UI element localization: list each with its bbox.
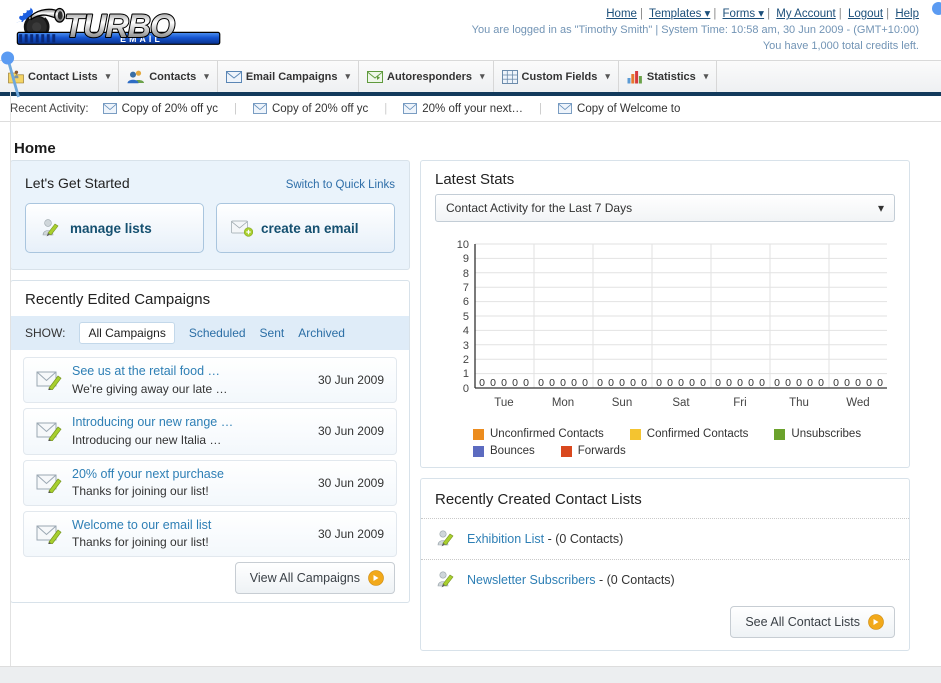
svg-text:0: 0 bbox=[560, 377, 566, 389]
svg-text:Mon: Mon bbox=[552, 397, 574, 409]
svg-text:0: 0 bbox=[759, 377, 765, 389]
svg-text:0: 0 bbox=[538, 377, 544, 389]
svg-text:Sun: Sun bbox=[612, 397, 632, 409]
svg-text:0: 0 bbox=[877, 377, 883, 389]
svg-text:10: 10 bbox=[457, 239, 469, 251]
svg-text:0: 0 bbox=[667, 377, 673, 389]
svg-text:0: 0 bbox=[748, 377, 754, 389]
svg-text:0: 0 bbox=[608, 377, 614, 389]
svg-text:7: 7 bbox=[463, 282, 469, 294]
svg-text:0: 0 bbox=[866, 377, 872, 389]
svg-text:0: 0 bbox=[597, 377, 603, 389]
svg-text:0: 0 bbox=[463, 383, 469, 395]
svg-text:Fri: Fri bbox=[733, 397, 746, 409]
svg-text:1: 1 bbox=[463, 368, 469, 380]
svg-text:0: 0 bbox=[844, 377, 850, 389]
svg-text:4: 4 bbox=[463, 325, 469, 337]
svg-text:0: 0 bbox=[549, 377, 555, 389]
svg-text:0: 0 bbox=[571, 377, 577, 389]
svg-text:0: 0 bbox=[855, 377, 861, 389]
svg-text:TURBO: TURBO bbox=[64, 8, 175, 44]
svg-text:0: 0 bbox=[785, 377, 791, 389]
svg-text:8: 8 bbox=[463, 268, 469, 280]
svg-text:2: 2 bbox=[463, 354, 469, 366]
svg-text:Wed: Wed bbox=[846, 397, 869, 409]
svg-text:6: 6 bbox=[463, 296, 469, 308]
svg-text:0: 0 bbox=[641, 377, 647, 389]
svg-text:0: 0 bbox=[523, 377, 529, 389]
svg-text:0: 0 bbox=[678, 377, 684, 389]
svg-text:0: 0 bbox=[807, 377, 813, 389]
svg-text:0: 0 bbox=[737, 377, 743, 389]
svg-text:Tue: Tue bbox=[494, 397, 513, 409]
svg-text:0: 0 bbox=[774, 377, 780, 389]
svg-text:0: 0 bbox=[833, 377, 839, 389]
svg-text:Thu: Thu bbox=[789, 397, 809, 409]
svg-text:0: 0 bbox=[700, 377, 706, 389]
svg-text:0: 0 bbox=[582, 377, 588, 389]
svg-text:Sat: Sat bbox=[672, 397, 690, 409]
svg-text:0: 0 bbox=[490, 377, 496, 389]
svg-text:0: 0 bbox=[656, 377, 662, 389]
svg-text:9: 9 bbox=[463, 253, 469, 265]
svg-text:0: 0 bbox=[689, 377, 695, 389]
svg-text:0: 0 bbox=[512, 377, 518, 389]
svg-text:5: 5 bbox=[463, 311, 469, 323]
svg-text:0: 0 bbox=[726, 377, 732, 389]
svg-text:0: 0 bbox=[619, 377, 625, 389]
svg-text:0: 0 bbox=[501, 377, 507, 389]
svg-text:0: 0 bbox=[818, 377, 824, 389]
svg-text:0: 0 bbox=[479, 377, 485, 389]
svg-text:0: 0 bbox=[715, 377, 721, 389]
svg-text:3: 3 bbox=[463, 340, 469, 352]
svg-text:0: 0 bbox=[796, 377, 802, 389]
svg-text:0: 0 bbox=[630, 377, 636, 389]
